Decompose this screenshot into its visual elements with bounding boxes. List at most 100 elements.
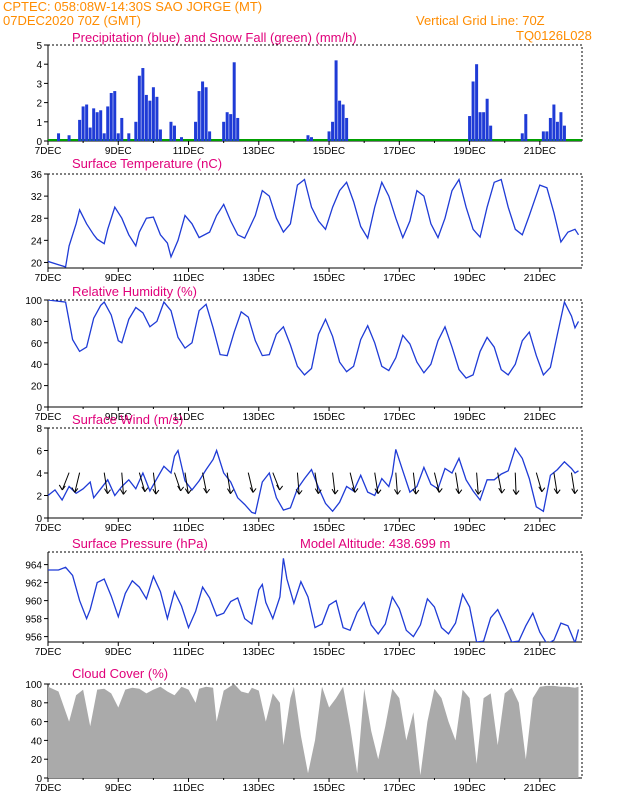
y-tick-label: 4 xyxy=(36,469,42,480)
precip-bar xyxy=(81,106,85,141)
panel-5: 7DEC 9DEC 11DEC 13DEC 15DEC 17DEC 19DEC 21DEC 0 2… xyxy=(25,666,583,794)
wind-arrow-head xyxy=(104,488,111,494)
y-tick-label: 956 xyxy=(25,633,42,644)
wind-arrow-head xyxy=(58,484,66,491)
y-tick-label: 36 xyxy=(31,170,43,181)
wind-arrow-head xyxy=(474,489,482,495)
precip-bar xyxy=(475,64,479,141)
wind-arrow xyxy=(497,472,503,494)
x-tick-label: 9DEC xyxy=(105,523,132,534)
y-tick-label: 8 xyxy=(36,424,42,435)
x-tick-label: 7DEC xyxy=(35,146,62,157)
x-tick-label: 17DEC xyxy=(383,783,415,794)
wind-arrow xyxy=(570,472,576,494)
wind-arrow xyxy=(121,472,124,495)
y-tick-label: 24 xyxy=(31,236,43,247)
precip-bar xyxy=(222,121,226,141)
wind-arrow-head xyxy=(538,486,546,493)
plot-frame xyxy=(47,44,583,142)
y-tick-label: 4 xyxy=(36,60,42,71)
wind-arrow xyxy=(314,472,319,494)
x-tick-label: 9DEC xyxy=(105,273,132,284)
panel-title: Precipitation (blue) and Snow Fall (gree… xyxy=(72,30,357,45)
x-tick-label: 19DEC xyxy=(453,146,485,157)
x-tick-label: 9DEC xyxy=(105,647,132,658)
precip-bar xyxy=(141,68,145,141)
wind-arrow-head xyxy=(412,488,420,495)
y-tick-label: 80 xyxy=(31,317,43,328)
x-tick-label: 19DEC xyxy=(453,412,485,423)
precip-bar xyxy=(95,112,99,141)
precip-bar xyxy=(562,125,566,141)
precip-bar xyxy=(180,137,183,141)
plot-frame xyxy=(47,551,583,643)
precip-bar xyxy=(113,91,117,141)
y-tick-label: 80 xyxy=(31,699,43,710)
x-tick-label: 11DEC xyxy=(173,647,205,658)
grid-line-note: Vertical Grid Line: 70Z xyxy=(416,13,545,28)
wind-arrow xyxy=(296,472,300,495)
precip-bar xyxy=(85,104,89,141)
station-header: CPTEC: 058:08W-14:30S SAO JORGE (MT) xyxy=(3,0,263,14)
wind-arrow-head xyxy=(276,484,284,491)
precip-bar xyxy=(127,133,131,141)
precip-bar xyxy=(520,133,524,141)
y-tick-label: 0 xyxy=(36,514,42,525)
x-tick-label: 13DEC xyxy=(243,783,275,794)
panel-0: 7DEC 9DEC 11DEC 13DEC 15DEC 17DEC 19DEC 21DEC 0 1… xyxy=(35,30,583,157)
precip-bar xyxy=(137,75,141,141)
y-tick-label: 6 xyxy=(36,447,42,458)
precip-bar xyxy=(208,131,212,141)
wind-arrow xyxy=(152,472,157,495)
wind-arrow-head xyxy=(351,487,359,493)
y-tick-label: 2 xyxy=(36,492,42,503)
y-tick-label: 2 xyxy=(36,99,42,110)
wind-arrow xyxy=(138,472,146,492)
wind-arrow xyxy=(476,472,479,495)
x-tick-label: 15DEC xyxy=(313,273,345,284)
wind-arrow xyxy=(433,472,440,493)
model-altitude-label: Model Altitude: 438.699 m xyxy=(300,536,450,551)
precip-bar xyxy=(144,94,148,141)
precip-bar xyxy=(478,112,482,141)
x-tick-label: 7DEC xyxy=(35,647,62,658)
wind-arrow-head xyxy=(203,487,211,494)
precip-bar xyxy=(482,112,486,141)
y-tick-label: 32 xyxy=(31,192,43,203)
y-tick-label: 0 xyxy=(36,403,42,414)
precip-bar xyxy=(92,108,96,141)
x-tick-label: 17DEC xyxy=(383,647,415,658)
model-id: TQ0126L028 xyxy=(516,28,592,43)
precip-bar xyxy=(524,114,528,141)
y-tick-label: 0 xyxy=(36,137,42,148)
x-tick-label: 9DEC xyxy=(105,412,132,423)
x-tick-label: 21DEC xyxy=(524,783,556,794)
wind-arrow xyxy=(514,472,517,495)
precip-bar xyxy=(88,127,92,141)
y-tick-label: 40 xyxy=(31,360,43,371)
x-tick-label: 7DEC xyxy=(35,412,62,423)
wind-arrow-head xyxy=(435,487,443,493)
precip-bar xyxy=(232,62,236,141)
precip-bar xyxy=(541,131,545,141)
plot-frame xyxy=(47,173,583,269)
precip-bar xyxy=(331,121,335,141)
x-tick-label: 15DEC xyxy=(313,412,345,423)
precip-bar xyxy=(172,125,176,141)
x-tick-label: 13DEC xyxy=(243,273,275,284)
x-tick-label: 21DEC xyxy=(524,412,556,423)
y-tick-label: 20 xyxy=(31,382,43,393)
x-tick-label: 13DEC xyxy=(243,412,275,423)
precip-bar xyxy=(78,119,82,141)
wind-arrow xyxy=(349,472,356,493)
y-tick-label: 958 xyxy=(25,615,42,626)
y-tick-label: 962 xyxy=(25,579,42,590)
x-tick-label: 21DEC xyxy=(524,146,556,157)
precip-bar xyxy=(120,117,124,141)
cloud-cover-area xyxy=(48,684,579,778)
precip-bar xyxy=(229,114,233,141)
wind-arrow-head xyxy=(141,486,149,493)
wind-arrow xyxy=(103,472,108,494)
precip-bar xyxy=(471,81,475,141)
